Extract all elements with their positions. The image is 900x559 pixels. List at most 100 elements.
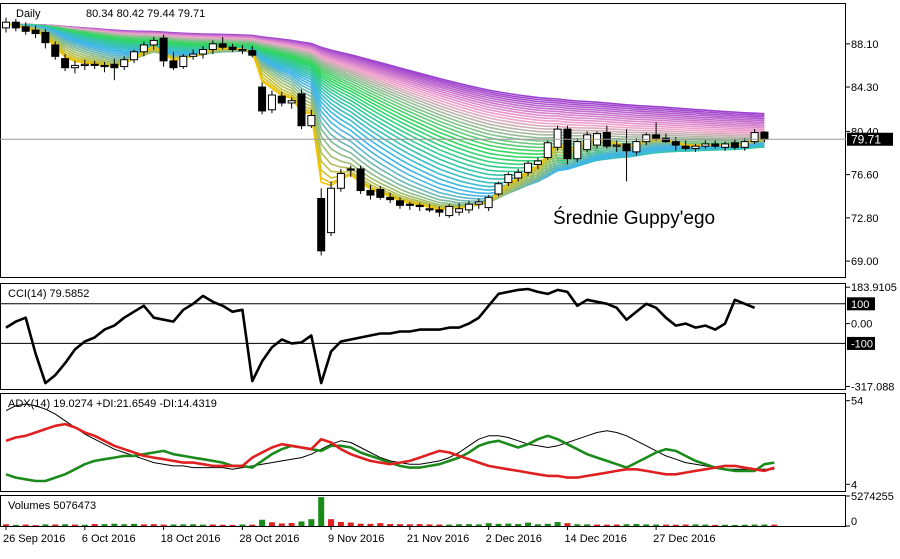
candle-body [730,142,739,148]
candle-body [366,190,375,196]
volume-bar [475,524,482,526]
volume-bar [544,523,551,526]
candle-body [41,31,50,44]
adx-pane[interactable] [0,393,846,492]
volume-bar [387,524,394,526]
candle-body [671,141,680,146]
volume-bar [3,524,9,526]
volume-bar [121,524,128,526]
main-header-title: Daily [16,8,41,20]
guppy-ma-line [5,23,765,192]
volume-bar [633,524,640,526]
volume-pane[interactable] [0,495,846,527]
volume-bar [741,524,748,526]
volume-bar [52,524,59,526]
candle-body [425,208,434,211]
time-tick-label: 21 Nov 2016 [407,533,469,545]
cci-tick-label: 183.9105 [851,282,897,294]
candle-body [80,63,89,66]
volume-bar [229,524,236,526]
candle-body [287,100,296,104]
time-tick-label: 9 Nov 2016 [328,533,384,545]
cci-level-box [847,297,875,311]
price-tick-label: 88.10 [851,39,879,51]
candle-body [100,64,109,68]
volume-bar [357,523,364,526]
volume-bar [62,524,69,526]
candle-body [159,37,168,62]
volume-bar [91,524,98,526]
volume-bar [662,524,669,526]
main-header-values: 80.34 80.42 79.44 79.71 [86,8,205,20]
candle-body [622,143,631,152]
candle-body [494,183,503,195]
volume-bar [672,524,679,526]
guppy-ma-line [5,23,765,188]
price-tick-label: 69.00 [851,256,879,268]
candle-body [642,134,651,143]
volume-plot [3,497,778,526]
cci-pane[interactable] [0,283,846,390]
volume-bar [554,522,561,526]
candle-body [533,160,542,165]
volume-axis: 5274255 0 [846,491,894,528]
volume-bar [623,524,630,526]
volume-bar [771,524,778,526]
volume-bar [81,524,88,526]
last-price-label: 79.71 [851,133,881,147]
volume-bar [190,524,197,526]
guppy-annotation: Średnie Guppy'ego [553,207,715,229]
candle-body [346,168,355,171]
volume-bar [12,524,19,526]
volume-bar [594,524,600,526]
candle-body [573,141,582,160]
candle-body [464,203,473,211]
candle-body [130,51,139,61]
candle-body [21,26,30,32]
volume-tick-label: 0 [851,516,857,528]
candle-body [258,86,267,112]
candle-body [691,145,700,149]
volume-bar [584,524,591,526]
time-axis: 26 Sep 2016 6 Oct 2016 18 Oct 2016 28 Oct 2… [3,526,715,545]
cci-line [5,287,756,385]
volume-bar [505,523,512,526]
volume-bar [288,523,295,526]
candle-body [543,142,552,159]
volume-bar [318,497,325,526]
time-tick-label: 6 Oct 2016 [82,533,136,545]
candle-body [70,64,79,69]
volume-bar [702,524,709,526]
candle-body [228,46,237,50]
volume-bar [259,519,266,526]
volume-tick-label: 5274255 [851,491,894,503]
last-price-box [847,132,893,146]
cci-tick-label: -100 [851,338,873,350]
time-tick-label: 27 Dec 2016 [653,533,715,545]
volume-bar [643,524,650,526]
volume-bar [761,524,768,526]
candle-body [484,196,493,209]
volume-bar [564,523,571,526]
candle-body [208,43,217,50]
volume-bar [436,524,443,526]
volume-bar [731,524,738,526]
volume-bar [525,522,532,526]
time-tick-label: 18 Oct 2016 [161,533,221,545]
time-tick-label: 28 Oct 2016 [239,533,299,545]
price-tick-label: 72.80 [851,213,879,225]
candle-body [61,58,70,69]
candle-body [701,143,710,147]
candle-body [760,131,769,140]
volume-bar [722,524,729,526]
volume-bar [249,524,256,526]
candle-body [169,60,178,69]
volume-title: Volumes 5076473 [8,500,96,512]
candle-body [307,114,316,127]
candle-body [583,134,592,151]
candle-body [31,29,40,35]
volume-bar [150,524,157,526]
candle-body [612,144,621,147]
